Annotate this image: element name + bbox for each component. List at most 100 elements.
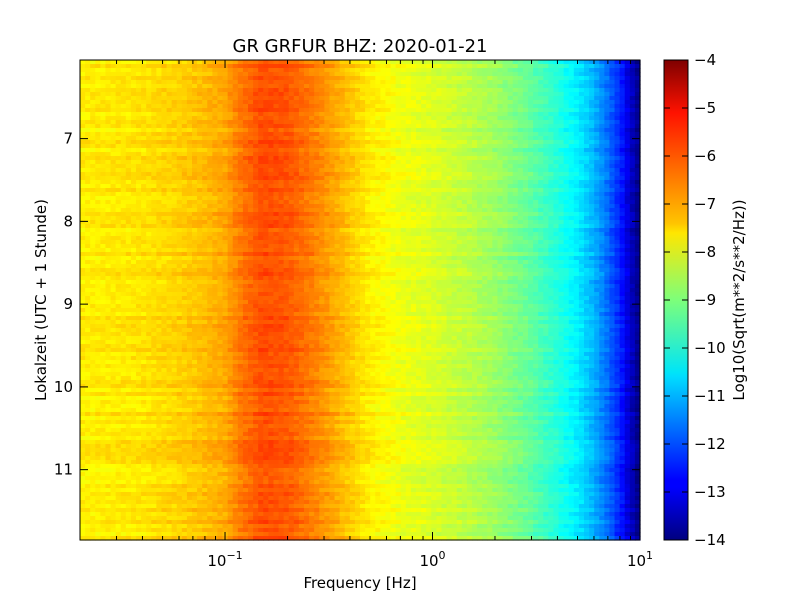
heatmap-cell <box>405 196 412 201</box>
heatmap-cell <box>268 160 275 165</box>
heatmap-cell <box>405 200 412 205</box>
heatmap-cell <box>461 164 468 169</box>
heatmap-cell <box>304 96 310 101</box>
heatmap-cell <box>212 208 219 213</box>
heatmap-cell <box>385 196 392 201</box>
heatmap-cell <box>232 92 239 97</box>
heatmap-cell <box>186 228 193 233</box>
heatmap-cell <box>578 80 585 85</box>
heatmap-cell <box>192 200 198 205</box>
heatmap-cell <box>217 60 224 65</box>
heatmap-cell <box>365 156 371 161</box>
heatmap-cell <box>487 124 493 129</box>
heatmap-cell <box>472 236 478 241</box>
heatmap-cell <box>166 200 173 205</box>
heatmap-cell <box>125 60 132 65</box>
heatmap-cell <box>451 80 458 85</box>
heatmap-cell <box>522 232 529 237</box>
heatmap-cell <box>314 192 320 197</box>
heatmap-cell <box>197 92 203 97</box>
heatmap-cell <box>548 136 555 141</box>
heatmap-cell <box>253 156 259 161</box>
heatmap-cell <box>400 172 407 177</box>
heatmap-cell <box>436 116 443 121</box>
heatmap-cell <box>400 192 407 197</box>
heatmap-cell <box>421 180 427 185</box>
heatmap-cell <box>390 92 397 97</box>
heatmap-cell <box>273 128 280 133</box>
heatmap-cell <box>421 140 427 145</box>
heatmap-cell <box>166 112 173 117</box>
heatmap-cell <box>232 84 239 89</box>
heatmap-cell <box>151 148 157 153</box>
heatmap-cell <box>619 160 626 165</box>
heatmap-cell <box>416 132 422 137</box>
heatmap-cell <box>314 96 320 101</box>
heatmap-cell <box>370 144 376 149</box>
heatmap-cell <box>548 196 555 201</box>
heatmap-cell <box>492 112 499 117</box>
heatmap-cell <box>461 108 468 113</box>
heatmap-cell <box>288 176 295 181</box>
heatmap-cell <box>344 72 351 77</box>
heatmap-cell <box>146 80 152 85</box>
heatmap-cell <box>202 216 208 221</box>
heatmap-cell <box>273 232 280 237</box>
heatmap-cell <box>298 144 305 149</box>
heatmap-cell <box>329 180 336 185</box>
heatmap-cell <box>171 180 178 185</box>
heatmap-cell <box>197 184 203 189</box>
heatmap-cell <box>146 68 152 73</box>
heatmap-cell <box>517 72 524 77</box>
heatmap-cell <box>629 148 636 153</box>
heatmap-cell <box>232 100 239 105</box>
heatmap-cell <box>502 148 509 153</box>
heatmap-cell <box>563 80 570 85</box>
heatmap-cell <box>395 140 402 145</box>
heatmap-cell <box>619 88 626 93</box>
heatmap-cell <box>268 140 275 145</box>
heatmap-cell <box>416 108 422 113</box>
heatmap-cell <box>466 176 473 181</box>
heatmap-cell <box>619 228 626 233</box>
heatmap-cell <box>125 228 132 233</box>
heatmap-cell <box>461 100 468 105</box>
heatmap-cell <box>461 208 468 213</box>
heatmap-cell <box>451 168 458 173</box>
heatmap-cell <box>522 112 529 117</box>
heatmap-cell <box>426 112 432 117</box>
heatmap-cell <box>446 140 453 145</box>
heatmap-cell <box>171 84 178 89</box>
heatmap-cell <box>375 88 381 93</box>
heatmap-cell <box>156 140 163 145</box>
heatmap-cell <box>151 188 157 193</box>
heatmap-cell <box>334 76 341 81</box>
heatmap-cell <box>298 124 305 129</box>
heatmap-cell <box>426 100 432 105</box>
heatmap-cell <box>375 224 381 229</box>
heatmap-cell <box>512 148 519 153</box>
heatmap-cell <box>258 108 264 113</box>
heatmap-cell <box>319 228 325 233</box>
heatmap-cell <box>568 68 575 73</box>
heatmap-cell <box>624 96 631 101</box>
heatmap-cell <box>329 84 336 89</box>
heatmap-cell <box>584 176 590 181</box>
heatmap-cell <box>558 164 565 169</box>
heatmap-cell <box>278 240 285 245</box>
heatmap-cell <box>130 156 137 161</box>
heatmap-cell <box>232 160 239 165</box>
heatmap-cell <box>410 228 417 233</box>
heatmap-cell <box>125 160 132 165</box>
heatmap-cell <box>522 216 529 221</box>
heatmap-cell <box>125 112 132 117</box>
heatmap-cell <box>212 76 219 81</box>
heatmap-cell <box>344 108 351 113</box>
heatmap-cell <box>186 164 193 169</box>
heatmap-cell <box>400 112 407 117</box>
heatmap-cell <box>553 228 560 233</box>
heatmap-cell <box>446 72 453 77</box>
heatmap-cell <box>263 128 269 133</box>
heatmap-cell <box>136 236 142 241</box>
heatmap-cell <box>492 120 499 125</box>
